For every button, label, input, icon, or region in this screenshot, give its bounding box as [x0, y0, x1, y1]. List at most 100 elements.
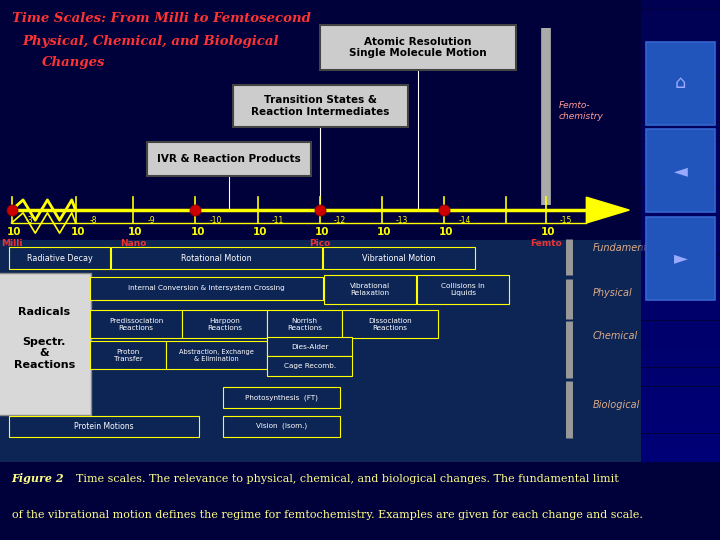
Text: Time scales. The relevance to physical, chemical, and biological changes. The fu: Time scales. The relevance to physical, … [76, 474, 618, 484]
FancyBboxPatch shape [646, 129, 715, 212]
FancyBboxPatch shape [90, 310, 182, 338]
Text: Collisions in
Liquids: Collisions in Liquids [441, 283, 485, 296]
FancyBboxPatch shape [646, 42, 715, 125]
Bar [641, 76, 720, 85]
FancyBboxPatch shape [112, 247, 322, 269]
Text: 10: 10 [439, 227, 454, 237]
Bar [641, 415, 720, 424]
Bar [641, 453, 720, 462]
Text: Chemical: Chemical [593, 331, 638, 341]
Text: Vibrational Motion: Vibrational Motion [362, 254, 436, 262]
Bar [641, 151, 720, 160]
Bar [641, 245, 720, 254]
Bar [641, 132, 720, 141]
Bar [641, 434, 720, 443]
Bar [641, 85, 720, 94]
Bar [641, 292, 720, 301]
Bar [641, 387, 720, 396]
FancyBboxPatch shape [233, 85, 408, 127]
Bar [641, 330, 720, 339]
Text: 10: 10 [128, 227, 143, 237]
FancyBboxPatch shape [267, 356, 353, 376]
Text: Radicals: Radicals [18, 307, 71, 316]
FancyBboxPatch shape [147, 141, 312, 176]
Bar [641, 254, 720, 264]
Text: Physical: Physical [593, 288, 632, 298]
Text: Internal Conversion & Intersystem Crossing: Internal Conversion & Intersystem Crossi… [128, 285, 285, 291]
Bar [641, 349, 720, 358]
Bar [641, 113, 720, 123]
Text: -11: -11 [271, 216, 284, 225]
FancyBboxPatch shape [417, 275, 509, 304]
Text: -10: -10 [210, 216, 222, 225]
Text: -15: -15 [560, 216, 572, 225]
Bar [641, 368, 720, 377]
Bar [641, 321, 720, 330]
FancyBboxPatch shape [223, 416, 341, 437]
Bar [641, 57, 720, 66]
FancyBboxPatch shape [223, 387, 341, 408]
Text: -12: -12 [334, 216, 346, 225]
Text: Pico: Pico [309, 239, 330, 248]
Text: Abstraction, Exchange
& Elimination: Abstraction, Exchange & Elimination [179, 348, 254, 362]
Bar [641, 302, 720, 311]
Bar [641, 226, 720, 235]
Bar [641, 377, 720, 386]
Text: Femto: Femto [530, 239, 562, 248]
Polygon shape [586, 197, 629, 223]
FancyBboxPatch shape [166, 341, 267, 369]
Bar [641, 358, 720, 368]
Text: 10: 10 [315, 227, 329, 237]
Bar [641, 160, 720, 170]
Text: Norrish
Reactions: Norrish Reactions [287, 318, 322, 330]
Bar [641, 283, 720, 292]
Bar [641, 207, 720, 217]
Text: Nano: Nano [120, 239, 146, 248]
Text: -9: -9 [148, 216, 155, 225]
Bar [641, 311, 720, 320]
Bar [641, 179, 720, 188]
FancyBboxPatch shape [0, 273, 91, 415]
Text: Spectr.
&
Reactions: Spectr. & Reactions [14, 336, 75, 370]
FancyBboxPatch shape [9, 247, 110, 269]
Text: Fundamentals: Fundamentals [593, 244, 662, 253]
Text: Vibrational
Relaxation: Vibrational Relaxation [350, 283, 390, 296]
Text: IVR & Reaction Products: IVR & Reaction Products [157, 154, 301, 164]
Text: Figure 2: Figure 2 [12, 474, 64, 484]
FancyBboxPatch shape [341, 310, 438, 338]
Text: Proton
Transfer: Proton Transfer [114, 348, 143, 362]
Text: Milli: Milli [1, 239, 22, 248]
FancyBboxPatch shape [90, 276, 323, 300]
Bar [641, 48, 720, 57]
Bar [641, 217, 720, 226]
Text: 10: 10 [377, 227, 391, 237]
Text: ►: ► [673, 249, 688, 267]
FancyBboxPatch shape [90, 341, 166, 369]
Bar [641, 443, 720, 453]
Text: ◄: ◄ [673, 162, 688, 180]
Text: ⌂: ⌂ [675, 74, 686, 92]
Text: -13: -13 [396, 216, 408, 225]
Text: -14: -14 [458, 216, 471, 225]
Text: -8: -8 [90, 216, 97, 225]
FancyBboxPatch shape [267, 336, 353, 356]
Text: 10: 10 [541, 227, 555, 237]
Text: 10: 10 [190, 227, 204, 237]
Text: Atomic Resolution
Single Molecule Motion: Atomic Resolution Single Molecule Motion [349, 37, 487, 58]
Text: Transition States &
Reaction Intermediates: Transition States & Reaction Intermediat… [251, 96, 390, 117]
FancyBboxPatch shape [9, 416, 199, 437]
Text: Radiative Decay: Radiative Decay [27, 254, 92, 262]
FancyBboxPatch shape [324, 275, 416, 304]
Text: Time Scales: From Milli to Femtosecond: Time Scales: From Milli to Femtosecond [12, 11, 310, 24]
Text: -3: -3 [26, 216, 33, 225]
Bar [641, 236, 720, 245]
Text: 10: 10 [253, 227, 267, 237]
Bar [641, 38, 720, 47]
Text: Femto-
chemistry: Femto- chemistry [559, 101, 603, 120]
Text: 10: 10 [71, 227, 85, 237]
Bar [641, 340, 720, 349]
Bar [641, 29, 720, 38]
Bar [641, 406, 720, 415]
Text: Dissociation
Reactions: Dissociation Reactions [368, 318, 411, 330]
Text: 10: 10 [6, 227, 21, 237]
